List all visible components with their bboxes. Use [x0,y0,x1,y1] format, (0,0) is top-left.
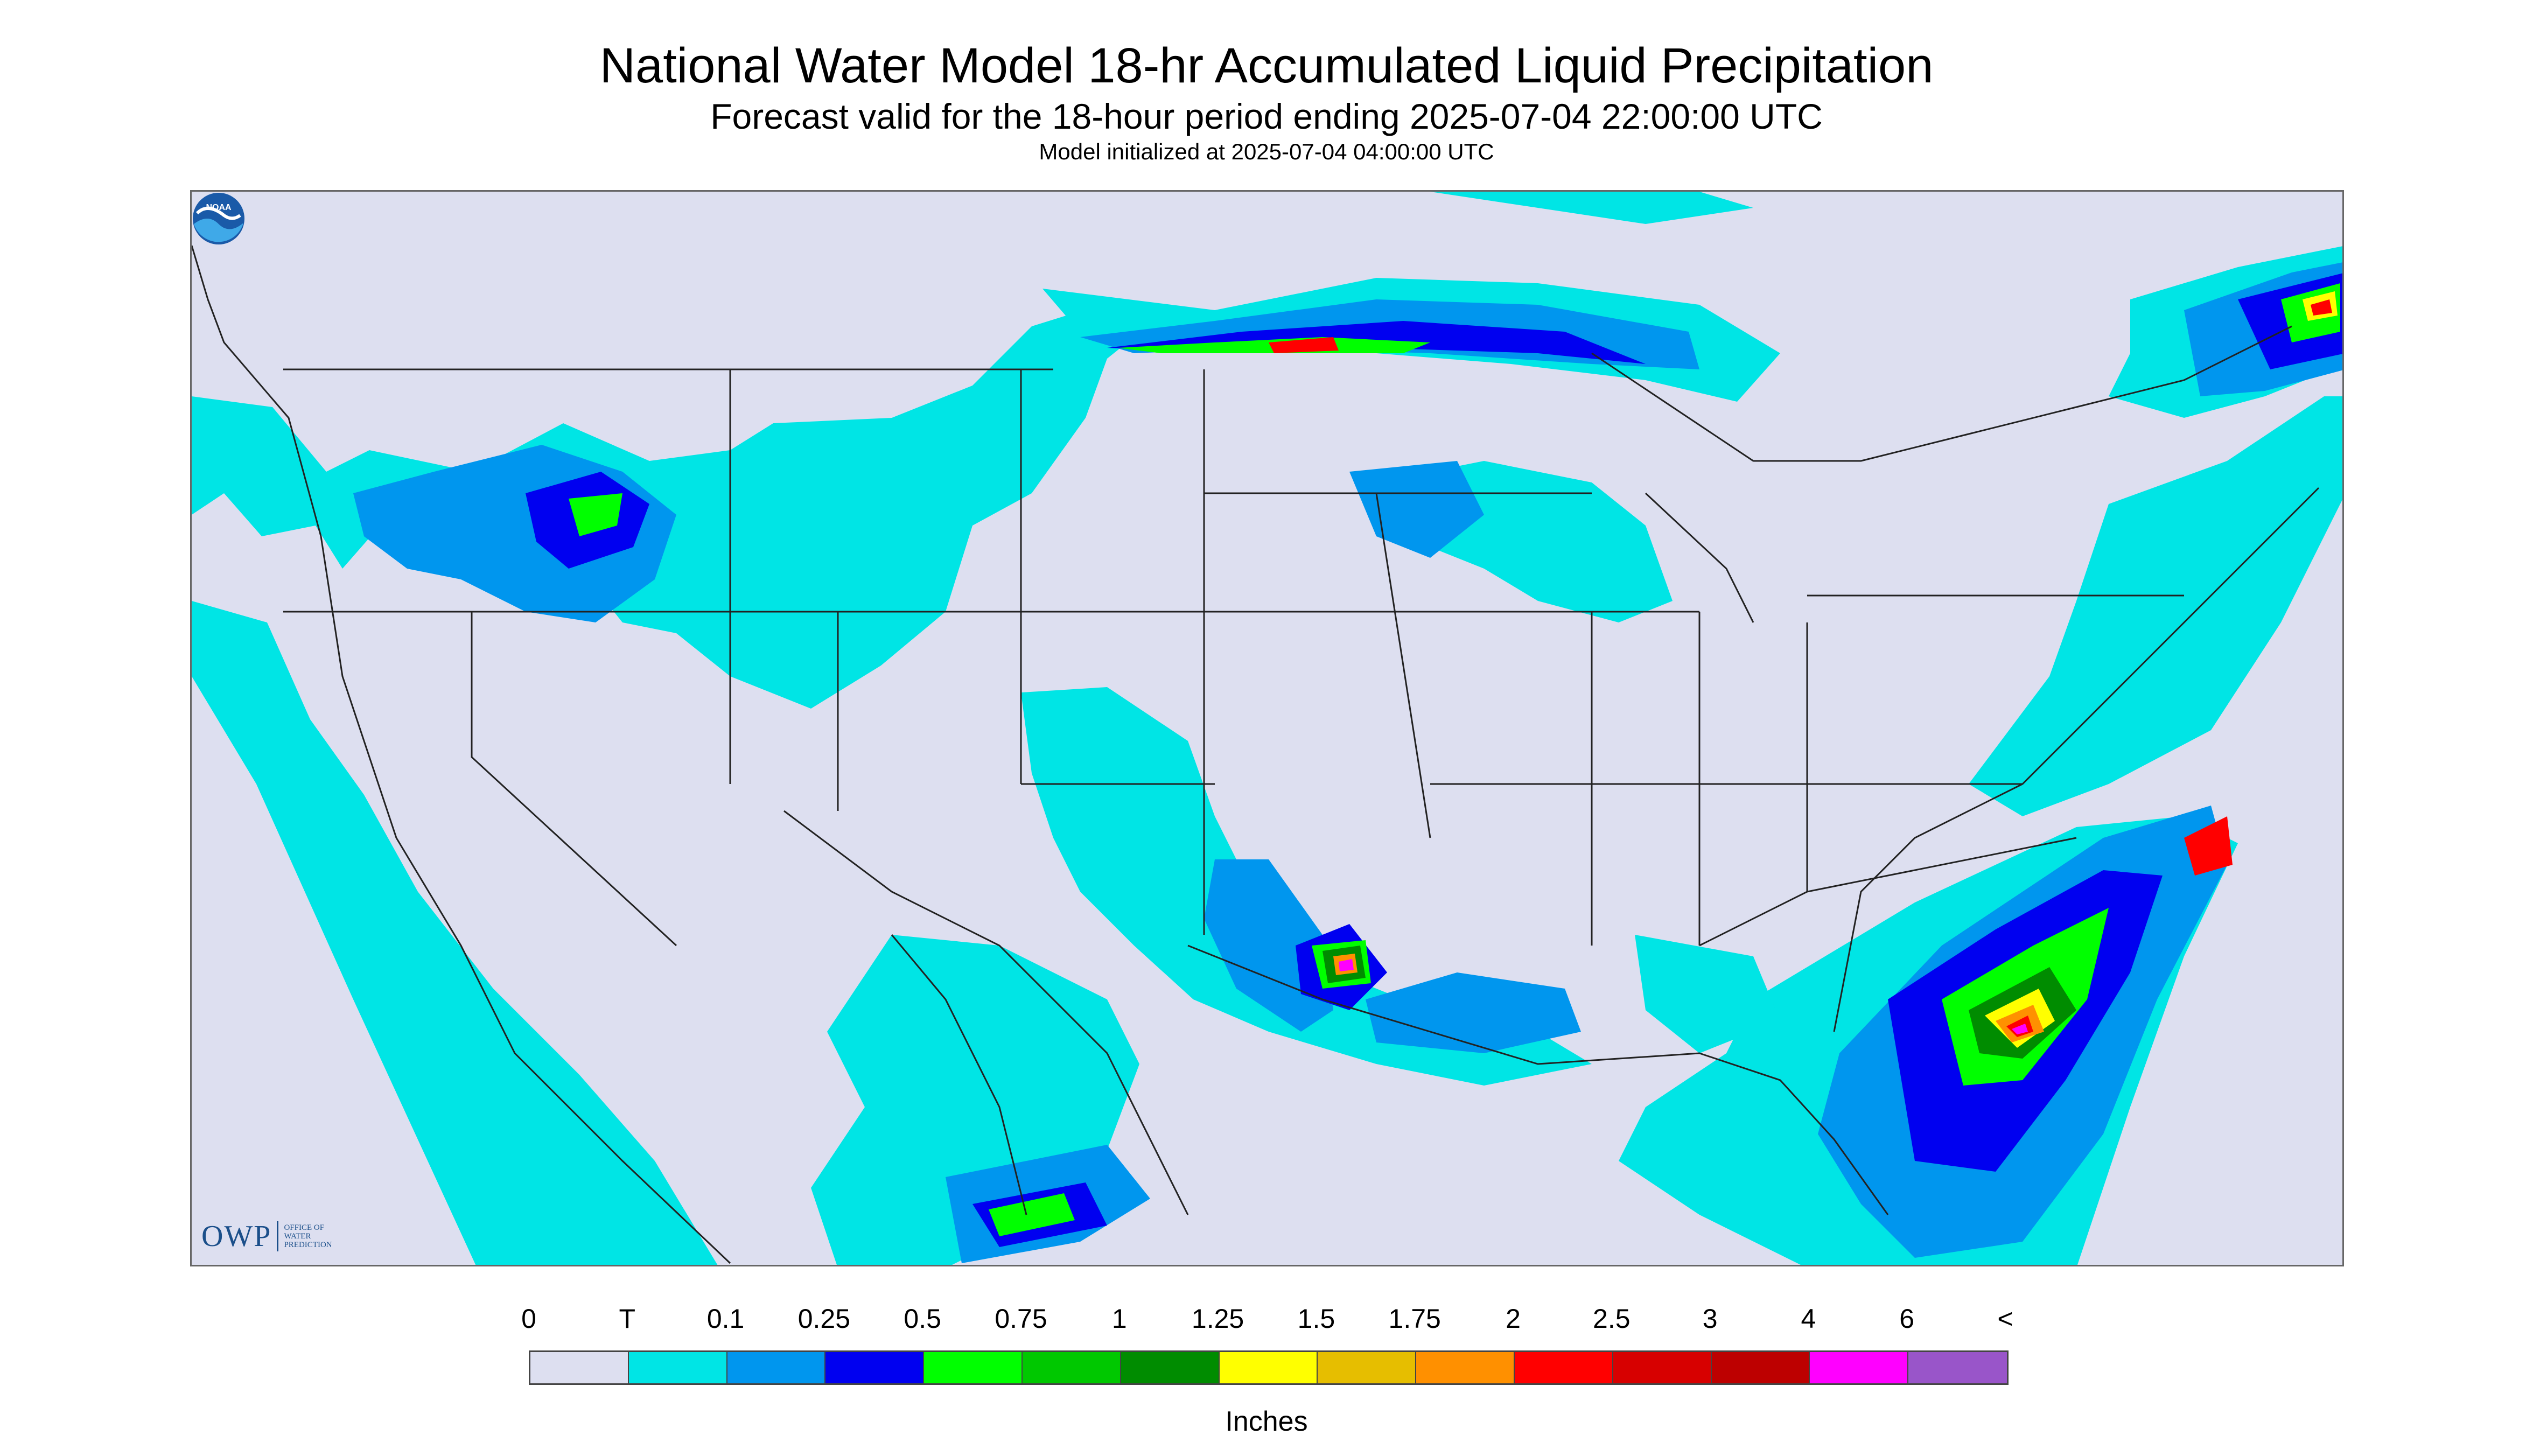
legend-swatch [530,1352,629,1383]
boundary-lines [283,325,2320,1215]
legend-swatch [1318,1352,1417,1383]
precipitation-map-svg [192,192,2342,1265]
map-title: National Water Model 18-hr Accumulated L… [599,38,1934,93]
owp-logo-text: OFFICE OF WATER PREDICTION [284,1223,332,1249]
precipitation-map: OWP OFFICE OF WATER PREDICTION NOAA [190,190,2344,1266]
legend-tick-label: 1.25 [1191,1304,1244,1334]
legend-tick-label: 4 [1801,1304,1816,1334]
owp-logo-divider [277,1221,279,1251]
legend-swatch [1416,1352,1515,1383]
coastline [192,245,1027,1264]
owp-logo-line: WATER [284,1232,311,1241]
legend-tick-label: 0.5 [904,1304,941,1334]
legend-tick-label: < [1997,1304,2013,1334]
noaa-logo-text: NOAA [206,203,232,212]
legend-tick-label: 0.75 [995,1304,1047,1334]
legend-swatch [1219,1352,1318,1383]
legend-swatch [1908,1352,2007,1383]
legend-swatch [1613,1352,1712,1383]
legend-units: Inches [1225,1406,1308,1437]
intense-precip-layer [1269,291,2338,1059]
model-init-line: Model initialized at 2025-07-04 04:00:00… [1039,139,1494,164]
legend-swatch [727,1352,826,1383]
legend-tick-label: 1 [1111,1304,1127,1334]
legend-tick-label: 1.75 [1388,1304,1441,1334]
owp-logo-line: PREDICTION [284,1241,332,1249]
legend-swatch [1514,1352,1613,1383]
noaa-logo: NOAA [193,193,244,244]
map-subtitle: Forecast valid for the 18-hour period en… [710,96,1823,136]
owp-logo-line: OFFICE OF [284,1223,325,1232]
legend-colorbar [529,1350,2009,1385]
legend-swatch [1022,1352,1121,1383]
legend-swatch [1711,1352,1810,1383]
legend-tick-label: 3 [1702,1304,1718,1334]
legend-tick-label: 0.1 [706,1304,745,1334]
legend-swatch [924,1352,1023,1383]
legend-tick-label: 2 [1506,1304,1521,1334]
legend-swatch [1121,1352,1220,1383]
legend-swatch [628,1352,727,1383]
legend-tick-label: 1.5 [1297,1304,1335,1334]
outside-domain-left [192,192,476,1265]
legend-tick-label: 2.5 [1593,1304,1631,1334]
legend-tick-label: 0 [521,1304,536,1334]
legend-swatch [1810,1352,1909,1383]
legend-swatch [825,1352,925,1383]
owp-logo: OWP OFFICE OF WATER PREDICTION [201,1220,332,1253]
legend-tick-label: T [619,1304,636,1334]
legend-tick-label: 6 [1899,1304,1915,1334]
owp-logo-letters: OWP [201,1220,272,1253]
legend-tick-label: 0.25 [797,1304,851,1334]
